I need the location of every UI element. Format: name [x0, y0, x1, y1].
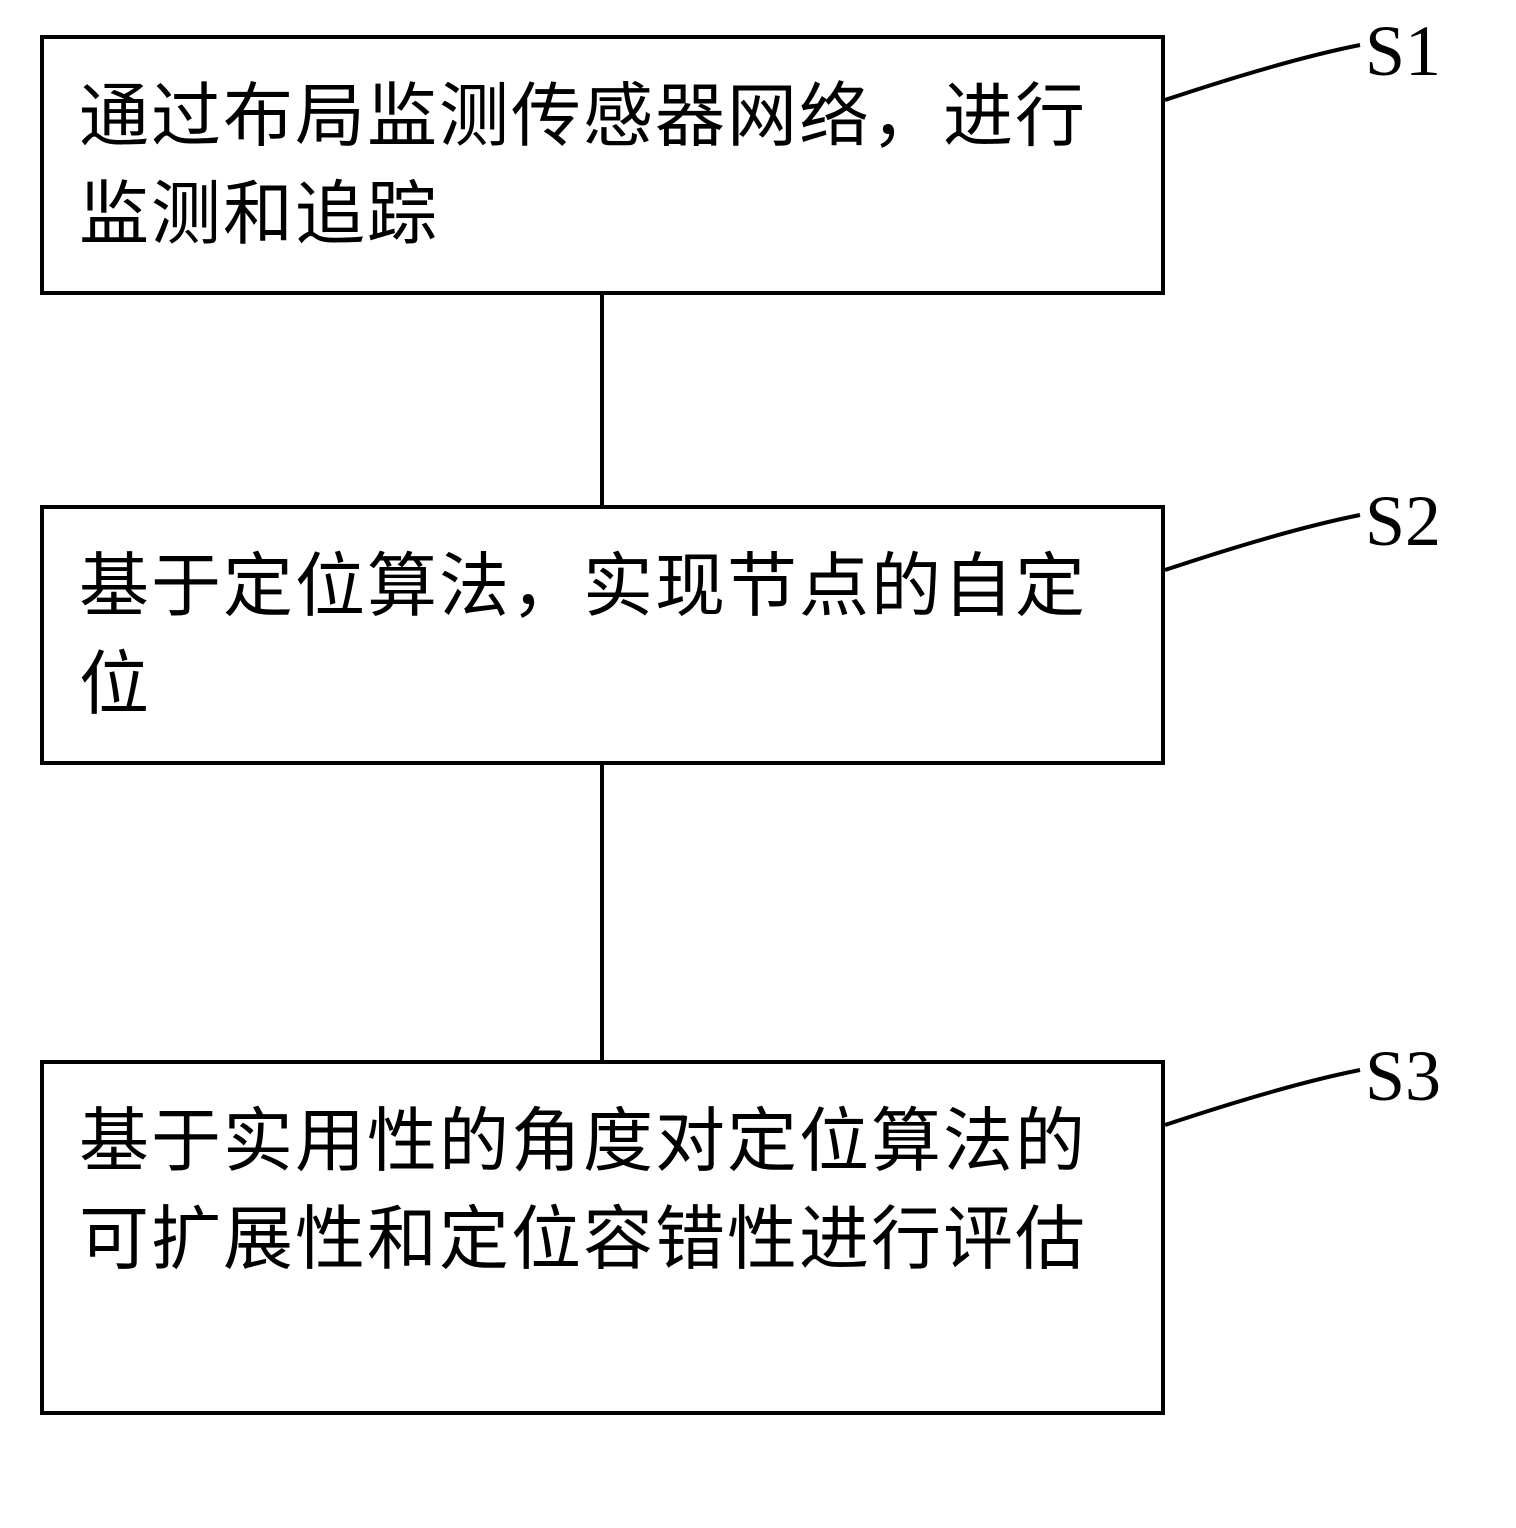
flowchart-node-s2: 基于定位算法，实现节点的自定位: [40, 505, 1165, 765]
flowchart-node-s1: 通过布局监测传感器网络，进行监测和追踪: [40, 35, 1165, 295]
node-s1-text: 通过布局监测传感器网络，进行监测和追踪: [79, 69, 1126, 265]
connector-s1-s2: [600, 295, 604, 505]
step-label-s3: S3: [1365, 1035, 1441, 1118]
flowchart-node-s3: 基于实用性的角度对定位算法的可扩展性和定位容错性进行评估: [40, 1060, 1165, 1415]
step-label-s1: S1: [1365, 10, 1441, 93]
node-s3-text: 基于实用性的角度对定位算法的可扩展性和定位容错性进行评估: [79, 1094, 1126, 1290]
node-s2-text: 基于定位算法，实现节点的自定位: [79, 539, 1126, 735]
step-label-s2: S2: [1365, 480, 1441, 563]
connector-s2-s3: [600, 765, 604, 1060]
